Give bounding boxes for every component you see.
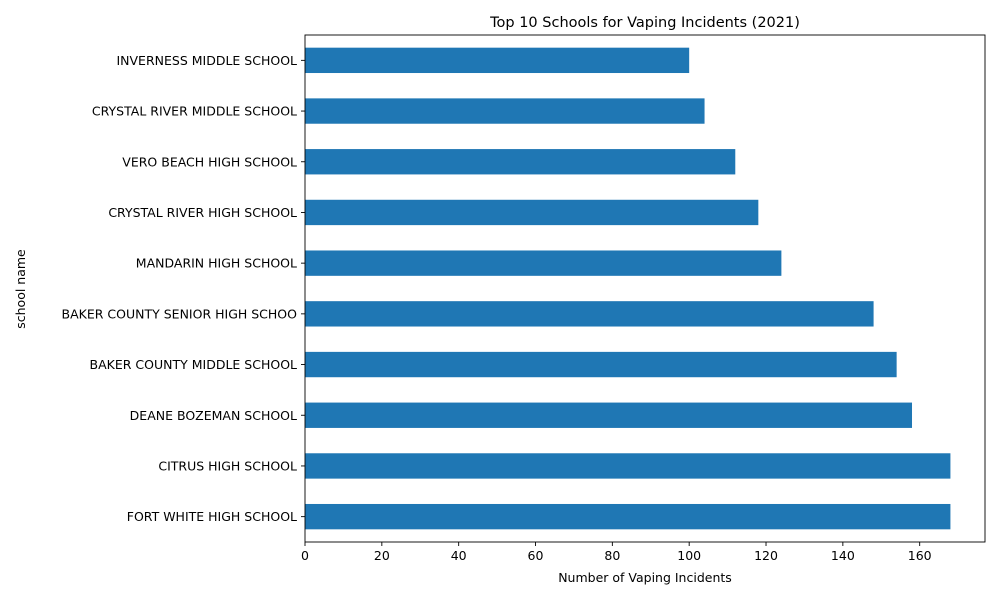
x-tick-label: 160	[908, 548, 932, 563]
bar	[305, 503, 951, 530]
y-tick-label: BAKER COUNTY SENIOR HIGH SCHOO	[62, 306, 298, 321]
y-tick-label: DEANE BOZEMAN SCHOOL	[130, 408, 297, 423]
bar	[305, 199, 759, 226]
y-tick-label: CITRUS HIGH SCHOOL	[158, 458, 297, 473]
x-tick-label: 80	[604, 548, 620, 563]
y-tick-label: CRYSTAL RIVER HIGH SCHOOL	[108, 205, 297, 220]
x-tick-label: 100	[677, 548, 701, 563]
x-axis-label: Number of Vaping Incidents	[558, 570, 732, 585]
y-tick-label: VERO BEACH HIGH SCHOOL	[122, 154, 297, 169]
x-tick-label: 0	[301, 548, 309, 563]
bar	[305, 301, 874, 327]
plot-frame	[304, 34, 986, 543]
x-tick-label: 120	[754, 548, 778, 563]
bar	[305, 453, 951, 479]
bar	[305, 149, 736, 175]
x-tick-label: 40	[451, 548, 467, 563]
y-tick-label: MANDARIN HIGH SCHOOL	[136, 256, 297, 271]
y-tick-label: BAKER COUNTY MIDDLE SCHOOL	[90, 357, 297, 372]
x-tick-label: 20	[374, 548, 390, 563]
bar	[305, 98, 705, 124]
y-tick-label: FORT WHITE HIGH SCHOOL	[127, 509, 297, 524]
bar	[305, 402, 913, 428]
x-axis-ticks: 0 20 40 60 80 100 120 140 160	[301, 542, 932, 563]
bars-group	[305, 47, 951, 530]
chart-title: Top 10 Schools for Vaping Incidents (202…	[489, 15, 800, 31]
y-tick-label: CRYSTAL RIVER MIDDLE SCHOOL	[92, 104, 297, 119]
bar	[305, 351, 897, 378]
bar	[305, 250, 782, 276]
y-axis-ticks: FORT WHITE HIGH SCHOOL CITRUS HIGH SCHOOL…	[62, 53, 305, 524]
y-axis-label: school name	[13, 249, 28, 329]
bar	[305, 47, 690, 74]
y-tick-label: INVERNESS MIDDLE SCHOOL	[116, 53, 297, 68]
x-tick-label: 140	[831, 548, 855, 563]
x-tick-label: 60	[528, 548, 544, 563]
